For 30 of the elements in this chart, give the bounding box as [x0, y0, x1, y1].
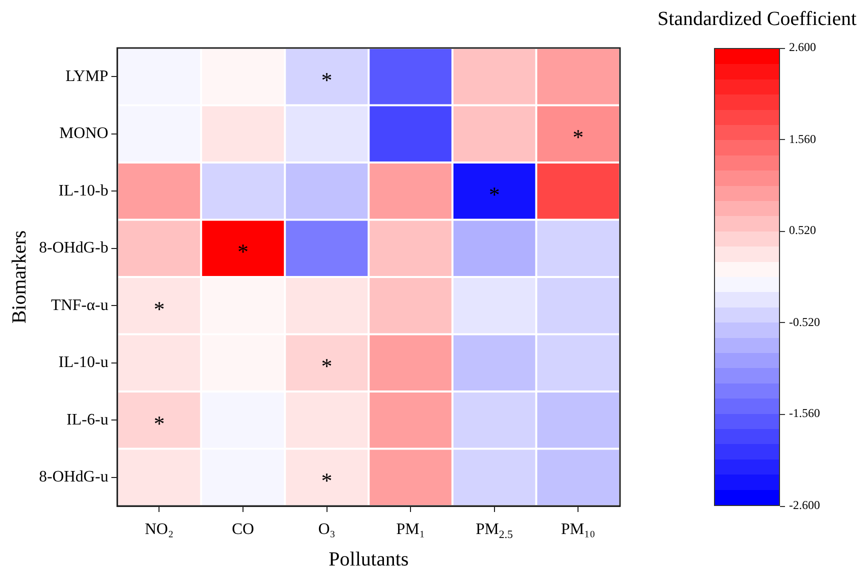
y-tick-label: 8-OHdG-b	[38, 240, 108, 257]
y-tick-label: 8-OHdG-u	[38, 468, 108, 486]
data-label: *	[321, 468, 332, 494]
data-label: *	[237, 239, 248, 264]
y-tick-label: LYMP	[65, 68, 108, 85]
x-axis-title: Pollutants	[328, 548, 409, 570]
color-bar-title: Standardized Coefficient	[657, 8, 857, 31]
y-tick-label: IL-10-b	[58, 182, 108, 200]
x-tick-label: O₃	[318, 521, 336, 538]
y-tick-label: IL-6-u	[66, 411, 108, 428]
data-label: *	[488, 182, 500, 207]
y-tick-label: TNF-α-u	[51, 296, 108, 314]
data-label: *	[321, 354, 332, 379]
data-label: *	[572, 124, 584, 150]
color-bar-label: -2.600	[789, 498, 820, 513]
data-label: *	[154, 296, 165, 322]
color-bar-label: -0.520	[789, 314, 820, 330]
color-bar-label: 0.520	[789, 223, 816, 238]
y-tick-label: IL-10-u	[58, 354, 108, 372]
x-tick-label: PM₁	[396, 521, 425, 538]
data-label: *	[154, 410, 165, 436]
data-label: *	[321, 67, 332, 92]
color-bar-label: 1.560	[789, 132, 816, 147]
color-bar-label: -1.560	[789, 406, 820, 422]
y-axis-title: Biomarkers	[8, 230, 30, 324]
x-tick-label: CO	[232, 521, 254, 538]
y-tick-label: MONO	[59, 125, 108, 142]
x-tick-label: NO₂	[144, 521, 174, 538]
color-bar-label: 2.600	[789, 40, 816, 55]
x-tick-label: PM₁₀	[560, 521, 596, 538]
